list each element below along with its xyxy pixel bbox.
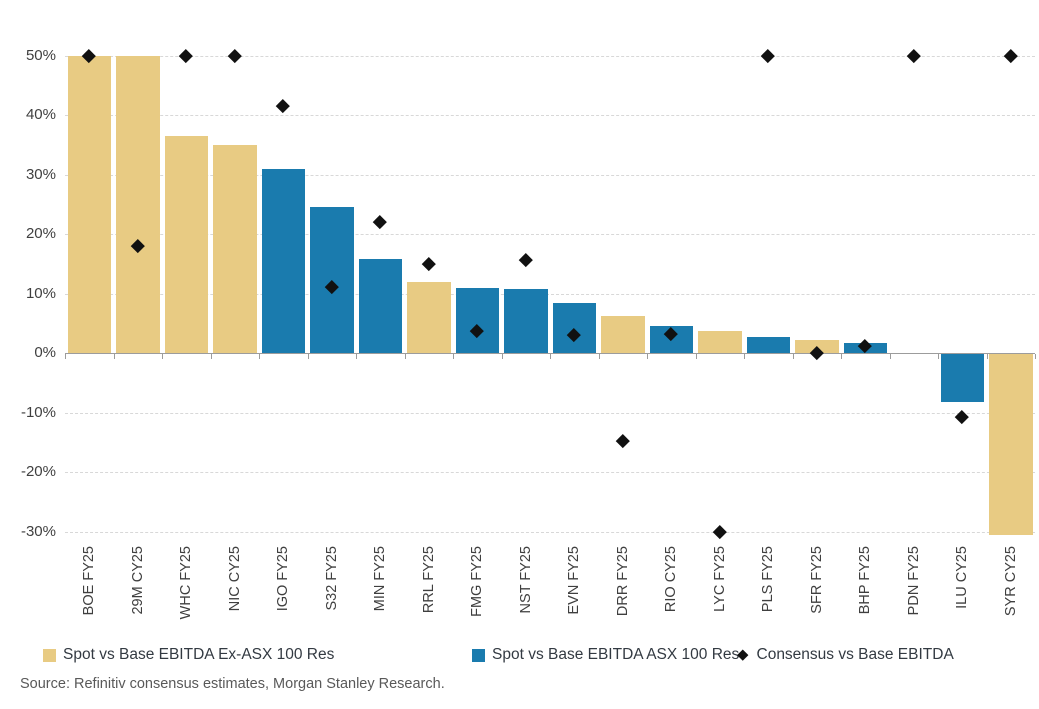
- x-axis-label-SFR-FY25: SFR FY25: [808, 546, 825, 614]
- gridline--30%: [65, 531, 1035, 533]
- x-axis-label-SYR-CY25: SYR CY25: [1002, 546, 1019, 617]
- gridline-50%: [65, 55, 1035, 57]
- y-tick-label-10%: 10%: [25, 284, 56, 302]
- legend-item-ex-asx100: Spot vs Base EBITDA Ex-ASX 100 Res: [43, 646, 334, 664]
- x-axis-label-NST-FY25: NST FY25: [517, 546, 534, 614]
- x-axis-tick: [210, 354, 212, 359]
- x-axis-tick: [938, 354, 939, 359]
- gridline-30%: [65, 174, 1035, 176]
- legend-label-ex-asx100: Spot vs Base EBITDA Ex-ASX 100 Res: [63, 646, 335, 663]
- bar-MIN-FY25: [358, 258, 402, 353]
- x-axis-tick: [792, 354, 794, 359]
- consensus-diamond-WHC-FY25: [179, 48, 194, 63]
- x-axis-label-S32-FY25: S32 FY25: [323, 546, 340, 611]
- bar-29M-CY25: [116, 55, 160, 353]
- x-axis-label-FMG-FY25: FMG FY25: [469, 546, 486, 617]
- x-axis-tick: [1035, 354, 1036, 359]
- legend-label-asx100: Spot vs Base EBITDA ASX 100 Res: [492, 646, 740, 663]
- consensus-diamond-DRR-FY25: [615, 434, 630, 448]
- bar-LYC-FY25: [698, 330, 742, 353]
- y-tick-label-0%: 0%: [34, 344, 56, 361]
- x-axis-tick: [404, 354, 406, 359]
- gridline--10%: [65, 412, 1035, 414]
- bar-IGO-FY25: [261, 168, 305, 353]
- gridline-10%: [65, 293, 1035, 295]
- consensus-diamond-PLS-FY25: [761, 48, 776, 63]
- y-tick-label--20%: -20%: [20, 463, 56, 480]
- x-axis-label-BOE-FY25: BOE FY25: [81, 546, 98, 616]
- x-axis-tick: [356, 354, 357, 359]
- x-axis-label-RIO-CY25: RIO CY25: [663, 546, 680, 613]
- y-tick-label--10%: -10%: [20, 403, 56, 421]
- x-axis-label-BHP-FY25: BHP FY25: [857, 546, 874, 615]
- bar-RRL-FY25: [407, 281, 451, 353]
- gridline-20%: [65, 234, 1035, 235]
- x-axis-tick: [841, 354, 842, 359]
- bar-NST-FY25: [504, 288, 548, 353]
- x-axis-label-EVN-FY25: EVN FY25: [566, 546, 583, 615]
- bar-FMG-FY25: [455, 287, 499, 353]
- consensus-diamond-RRL-FY25: [421, 256, 436, 271]
- source-note: Source: Refinitiv consensus estimates, M…: [20, 676, 445, 692]
- y-tick-label-30%: 30%: [25, 165, 56, 183]
- x-axis-label-DRR-FY25: DRR FY25: [614, 546, 631, 617]
- gridline-40%: [65, 115, 1035, 116]
- x-axis-label-ILU-CY25: ILU CY25: [954, 546, 971, 609]
- y-tick-label-40%: 40%: [25, 106, 56, 123]
- x-axis-tick: [889, 354, 891, 359]
- bar-PLS-FY25: [746, 336, 790, 353]
- bar-ILU-CY25: [940, 354, 984, 402]
- legend-diamond-icon: [737, 649, 749, 661]
- legend-swatch-ex-asx100: [43, 648, 56, 662]
- x-axis-tick: [986, 354, 988, 359]
- chart-area: 50% 40% 30% 20% 10% 0% -10% -20% -30% BOE FY25 29M…: [20, 46, 1036, 620]
- x-axis-tick: [259, 354, 260, 359]
- legend-swatch-asx100: [472, 648, 485, 662]
- gridline--20%: [65, 472, 1035, 473]
- bar-DRR-FY25: [601, 315, 645, 353]
- x-axis-label-PDN-FY25: PDN FY25: [905, 546, 922, 616]
- x-axis-line: [65, 353, 1035, 354]
- legend-label-consensus: Consensus vs Base EBITDA: [756, 646, 954, 663]
- x-axis-label-NIC-CY25: NIC CY25: [226, 546, 243, 612]
- x-axis-label-WHC-FY25: WHC FY25: [178, 546, 195, 620]
- consensus-diamond-LYC-FY25: [712, 524, 727, 539]
- x-axis-tick: [695, 354, 697, 359]
- x-axis-tick: [113, 354, 115, 359]
- x-axis-tick: [501, 354, 503, 359]
- x-axis-label-RRL-FY25: RRL FY25: [420, 546, 437, 614]
- x-axis-tick: [550, 354, 551, 359]
- legend-item-consensus: Consensus vs Base EBITDA: [736, 646, 954, 664]
- x-axis-tick: [453, 354, 454, 359]
- consensus-diamond-NIC-CY25: [227, 48, 242, 63]
- y-tick-label-20%: 20%: [25, 225, 56, 242]
- bar-EVN-FY25: [552, 303, 596, 353]
- x-axis-label-MIN-FY25: MIN FY25: [372, 546, 389, 612]
- x-axis-tick: [647, 354, 648, 359]
- consensus-diamond-NST-FY25: [518, 252, 533, 267]
- x-axis-tick: [65, 354, 66, 359]
- consensus-diamond-PDN-FY25: [906, 48, 921, 63]
- x-axis-label-LYC-FY25: LYC FY25: [711, 546, 728, 612]
- x-axis-tick: [744, 354, 745, 359]
- bar-BOE-FY25: [67, 55, 111, 353]
- legend-item-asx100: Spot vs Base EBITDA ASX 100 Res: [472, 646, 739, 664]
- bar-WHC-FY25: [164, 135, 208, 353]
- consensus-diamond-MIN-FY25: [373, 215, 388, 229]
- x-axis-label-29M-CY25: 29M CY25: [129, 546, 146, 615]
- bar-SYR-CY25: [989, 354, 1033, 536]
- x-axis-tick: [162, 354, 163, 359]
- y-tick-label-50%: 50%: [25, 46, 56, 64]
- x-axis-tick: [598, 354, 600, 359]
- y-tick-label--30%: -30%: [20, 522, 56, 540]
- x-axis-label-IGO-FY25: IGO FY25: [275, 546, 292, 612]
- x-axis-label-PLS-FY25: PLS FY25: [760, 546, 777, 613]
- consensus-diamond-IGO-FY25: [276, 99, 291, 113]
- bar-NIC-CY25: [213, 144, 257, 353]
- x-axis-tick: [307, 354, 309, 359]
- consensus-diamond-SYR-CY25: [1003, 48, 1018, 63]
